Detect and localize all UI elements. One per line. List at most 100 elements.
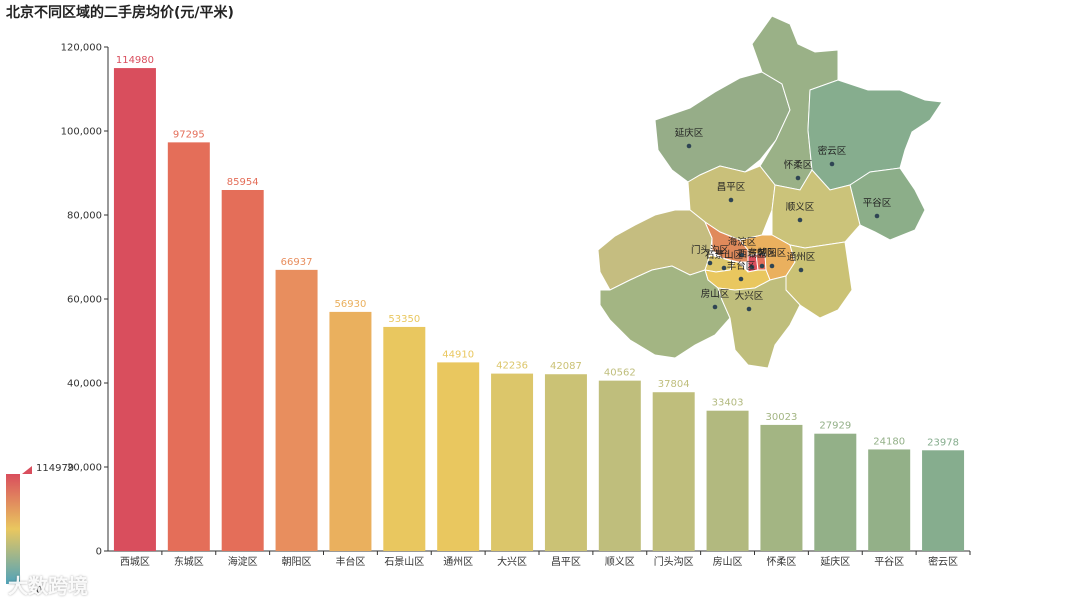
- bar-value-label: 27929: [819, 421, 851, 432]
- map-district-label: 顺义区: [786, 202, 815, 213]
- bar[interactable]: [275, 269, 318, 551]
- x-tick-label: 西城区: [120, 556, 150, 568]
- map-district-haidian[interactable]: [703, 220, 751, 263]
- map-district-label: 朝阳区: [758, 248, 787, 259]
- map-district-label: 丰台区: [727, 260, 756, 272]
- map-dot: [738, 276, 744, 282]
- bar-value-label: 23978: [927, 437, 959, 448]
- map-dot: [759, 263, 765, 269]
- y-tick-label: 60,000: [67, 295, 102, 306]
- watermark-text: 大数跨境: [8, 574, 88, 598]
- map-dot: [874, 213, 880, 219]
- map-district-label: 门头沟区: [691, 244, 730, 256]
- map-district-label: 怀柔区: [784, 159, 813, 171]
- bar[interactable]: [868, 449, 911, 551]
- y-tick-label: 20,000: [67, 463, 102, 474]
- bars: 114980 97295 85954 66937 56930 53350 44910 4223…: [113, 55, 965, 552]
- bar-value-label: 56930: [335, 299, 367, 310]
- map-dot: [797, 217, 803, 223]
- x-tick-label: 海淀区: [228, 555, 258, 568]
- bar[interactable]: [706, 410, 749, 551]
- map-district-label: 昌平区: [717, 182, 746, 193]
- bar[interactable]: [437, 362, 480, 551]
- map-dot: [798, 267, 804, 273]
- map-district-yanqing[interactable]: [654, 71, 791, 183]
- x-tick-label: 平谷区: [874, 556, 904, 568]
- x-tick-label: 密云区: [928, 555, 958, 568]
- bar[interactable]: [652, 392, 695, 551]
- visual-map-legend[interactable]: 114979 0: [6, 463, 74, 596]
- map-district-daxing[interactable]: [717, 275, 801, 369]
- x-tick-label: 怀柔区: [766, 556, 796, 568]
- map-dot: [829, 161, 835, 167]
- bar[interactable]: [544, 374, 587, 551]
- bar-value-label: 44910: [442, 349, 474, 360]
- bar[interactable]: [221, 189, 264, 551]
- map-district-label: 石景山区: [705, 250, 744, 261]
- map-district-miyun[interactable]: [807, 79, 943, 191]
- bar-value-label: 53350: [388, 314, 420, 325]
- map-district-label: 西城区: [738, 249, 767, 260]
- bar[interactable]: [329, 311, 372, 551]
- map-dot: [686, 143, 692, 149]
- map-district-label: 通州区: [787, 252, 816, 263]
- y-tick-label: 40,000: [67, 379, 102, 390]
- map-district-label: 密云区: [818, 145, 847, 157]
- map-district-label: 东城区: [748, 247, 777, 259]
- bar-value-label: 97295: [173, 129, 205, 140]
- bar-value-label: 42236: [496, 361, 528, 372]
- y-tick-label: 120,000: [61, 43, 102, 54]
- map-dot: [721, 265, 727, 271]
- bar[interactable]: [760, 424, 803, 551]
- axes: 0 20,000 40,000 60,000 80,000 100,000 120,000 西…: [61, 43, 971, 568]
- x-tick-label: 通州区: [443, 556, 473, 568]
- x-tick-label: 石景山区: [384, 556, 424, 568]
- x-tick-label: 朝阳区: [282, 556, 312, 568]
- map-dot: [795, 175, 801, 181]
- x-tick-label: 丰台区: [335, 555, 365, 568]
- x-tick-label: 房山区: [713, 555, 743, 568]
- visual-map-handle-top[interactable]: [22, 466, 32, 474]
- map-dot: [728, 197, 734, 203]
- bar[interactable]: [491, 373, 534, 551]
- x-tick-label: 东城区: [174, 555, 204, 568]
- bar-value-label: 33403: [712, 398, 744, 409]
- bar-value-label: 40562: [604, 368, 636, 379]
- visual-map-min-label: 0: [36, 585, 42, 596]
- map-district-tongzhou[interactable]: [785, 241, 853, 319]
- map-district-label: 海淀区: [728, 236, 757, 248]
- bar[interactable]: [167, 142, 210, 551]
- map-district-label: 房山区: [701, 288, 730, 300]
- bar-value-label: 42087: [550, 361, 582, 372]
- bar-value-label: 24180: [873, 436, 905, 447]
- bar-value-label: 30023: [766, 412, 798, 423]
- map-dots: [686, 143, 880, 312]
- bar-value-label: 114980: [116, 55, 154, 66]
- y-tick-label: 100,000: [61, 127, 102, 138]
- map-dot: [746, 306, 752, 312]
- map-dot: [712, 304, 718, 310]
- visual-map-max-label: 114979: [36, 463, 74, 474]
- map-dot: [739, 252, 745, 258]
- y-tick-label: 0: [96, 547, 102, 558]
- map-district-label: 延庆区: [675, 127, 704, 139]
- map-district-label: 平谷区: [863, 198, 892, 209]
- map-dot: [769, 263, 775, 269]
- map-dot: [707, 260, 713, 266]
- chart-title: 北京不同区域的二手房均价(元/平米): [6, 5, 234, 21]
- bar[interactable]: [598, 380, 641, 551]
- bar[interactable]: [922, 450, 965, 551]
- bar-value-label: 66937: [281, 257, 313, 268]
- bar[interactable]: [113, 68, 156, 552]
- map-district-label: 大兴区: [735, 290, 764, 302]
- map-dot: [749, 264, 755, 270]
- bar[interactable]: [383, 326, 426, 551]
- visual-map-bar: [6, 474, 20, 584]
- x-tick-label: 顺义区: [605, 556, 635, 568]
- bar[interactable]: [814, 433, 857, 551]
- x-tick-label: 大兴区: [497, 555, 527, 568]
- y-tick-label: 80,000: [67, 211, 102, 222]
- x-tick-label: 昌平区: [551, 556, 581, 568]
